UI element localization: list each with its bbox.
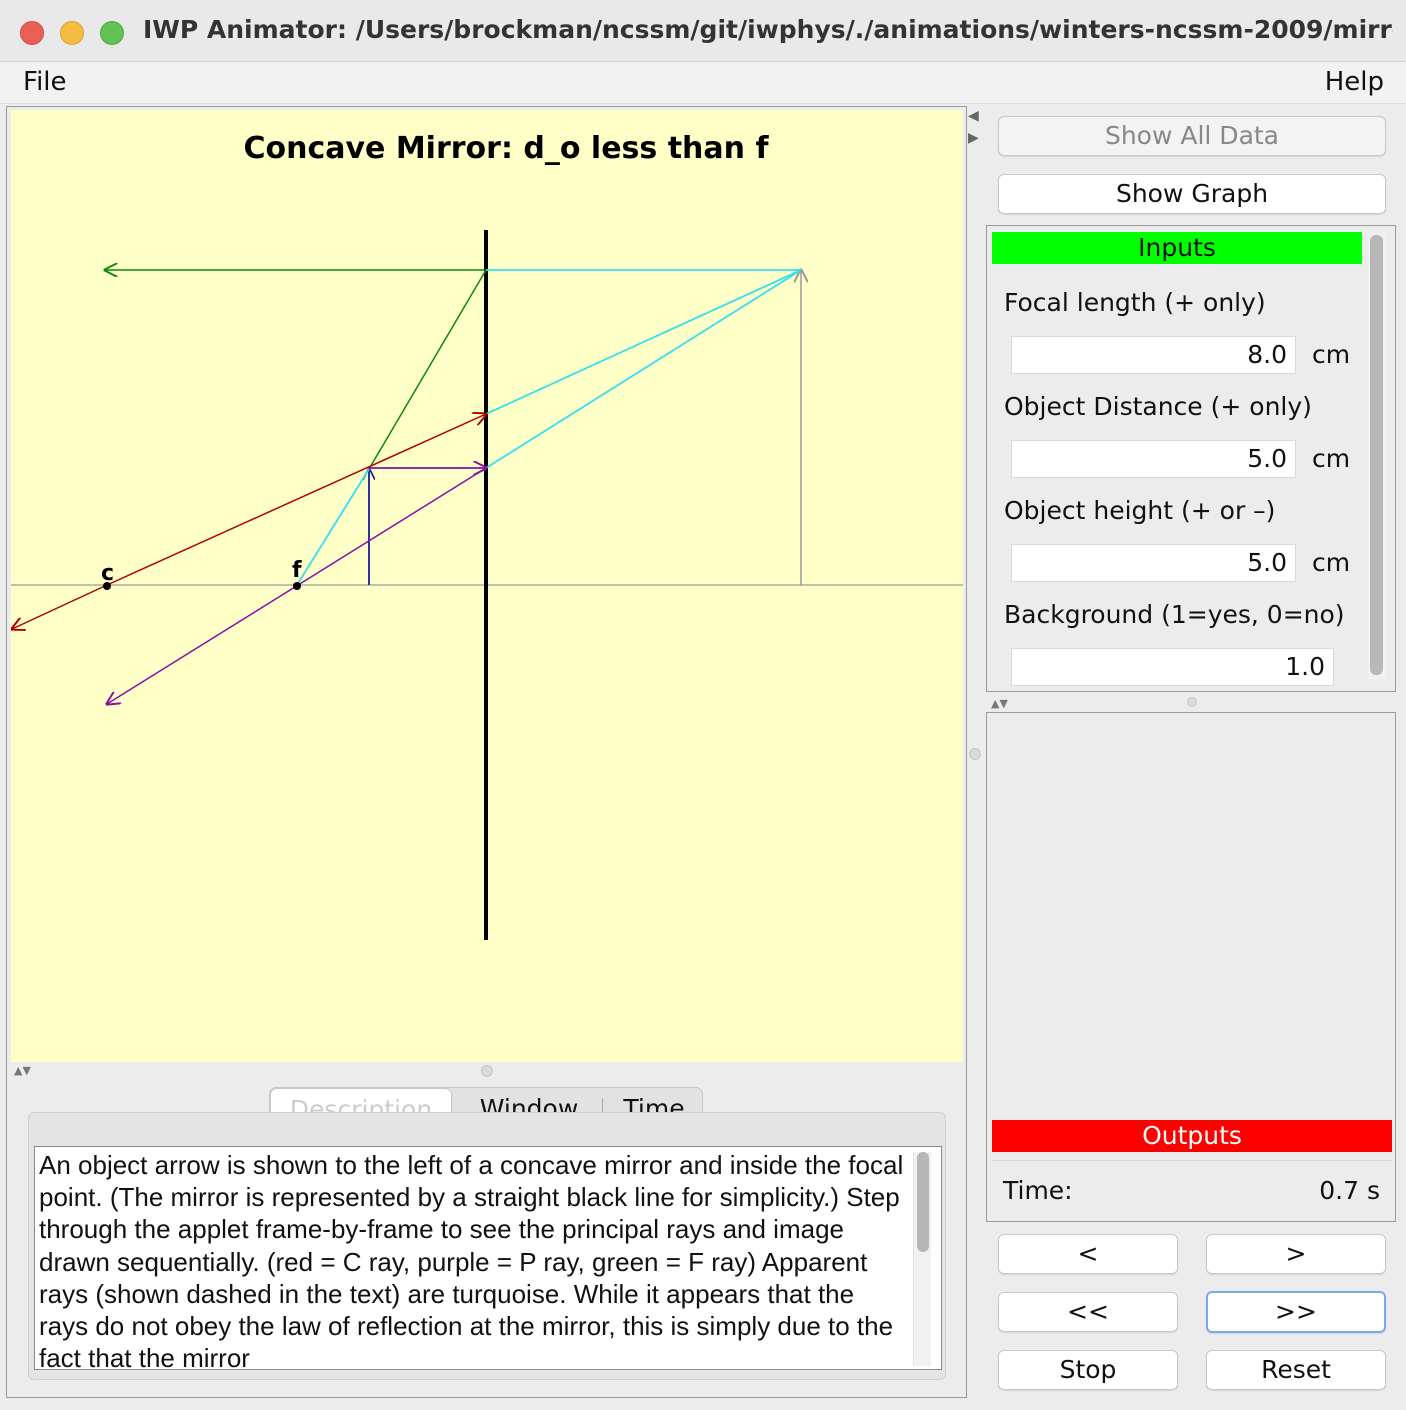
vertical-splitter-handle[interactable]	[481, 1065, 493, 1077]
background-input[interactable]: 1.0	[1011, 648, 1334, 686]
play-button[interactable]: >>	[1206, 1291, 1386, 1333]
object-height-unit: cm	[1312, 548, 1351, 577]
c-ray-incident	[106, 414, 486, 586]
horizontal-splitter-handle[interactable]	[969, 748, 981, 760]
object-height-label: Object height (+ or –)	[1004, 496, 1276, 525]
animation-title: Concave Mirror: d_o less than f	[243, 131, 769, 166]
menu-help[interactable]: Help	[1324, 67, 1384, 97]
maximize-window-button[interactable]	[100, 21, 124, 45]
apparent-ray-focal	[296, 468, 370, 586]
f-ray-incident	[368, 269, 487, 470]
menu-bar: File Help	[0, 62, 1406, 104]
description-scroll-thumb[interactable]	[917, 1152, 929, 1252]
title-bar: IWP Animator: /Users/brockman/ncssm/git/…	[0, 0, 1406, 62]
time-label: Time:	[1003, 1176, 1073, 1205]
object-distance-unit: cm	[1312, 444, 1351, 473]
center-point	[103, 582, 111, 590]
label-f: f	[292, 558, 302, 583]
apparent-ray-p	[485, 269, 802, 469]
focal-length-input[interactable]: 8.0	[1011, 336, 1296, 374]
ray-diagram: c f Concave Mirror: d_o less than f	[11, 131, 963, 940]
reset-button[interactable]: Reset	[1206, 1350, 1386, 1390]
apparent-ray-c	[485, 269, 802, 415]
description-scrollbar[interactable]	[913, 1152, 931, 1366]
step-back-button[interactable]: <	[998, 1234, 1178, 1274]
stop-button[interactable]: Stop	[998, 1350, 1178, 1390]
object-distance-label: Object Distance (+ only)	[1004, 392, 1312, 421]
inputs-scrollbar[interactable]	[1368, 233, 1386, 679]
rewind-button[interactable]: <<	[998, 1292, 1178, 1332]
focal-point	[293, 582, 301, 590]
outputs-header: Outputs	[992, 1120, 1392, 1152]
inputs-scroll-thumb[interactable]	[1370, 235, 1383, 675]
step-forward-button[interactable]: >	[1206, 1234, 1386, 1274]
window-title: IWP Animator: /Users/brockman/ncssm/git/…	[143, 15, 1393, 44]
inputs-header: Inputs	[992, 232, 1362, 264]
object-height-input[interactable]: 5.0	[1011, 544, 1296, 582]
description-text: An object arrow is shown to the left of …	[39, 1150, 904, 1370]
tab-separator	[602, 1098, 603, 1120]
vertical-splitter-arrows[interactable]: ▲▼	[14, 1064, 31, 1077]
right-splitter-handle[interactable]	[1187, 697, 1197, 707]
background-label: Background (1=yes, 0=no)	[1004, 600, 1345, 629]
outputs-divider	[992, 1160, 1392, 1161]
close-window-button[interactable]	[20, 21, 44, 45]
time-value: 0.7 s	[1319, 1176, 1380, 1205]
side-collapse-right-icon[interactable]: ▶	[968, 130, 979, 146]
focal-length-label: Focal length (+ only)	[1004, 288, 1266, 317]
c-ray-reflected	[12, 584, 108, 629]
animation-canvas: c f Concave Mirror: d_o less than f	[11, 110, 963, 1062]
right-splitter-arrows[interactable]: ▲▼	[991, 697, 1008, 710]
show-graph-button[interactable]: Show Graph	[998, 174, 1386, 214]
menu-file[interactable]: File	[23, 67, 67, 97]
minimize-window-button[interactable]	[60, 21, 84, 45]
focal-length-unit: cm	[1312, 340, 1351, 369]
label-c: c	[101, 561, 114, 586]
side-collapse-left-icon[interactable]: ◀	[968, 108, 979, 124]
description-box[interactable]: An object arrow is shown to the left of …	[34, 1146, 942, 1370]
show-all-data-button[interactable]: Show All Data	[998, 116, 1386, 156]
object-distance-input[interactable]: 5.0	[1011, 440, 1296, 478]
